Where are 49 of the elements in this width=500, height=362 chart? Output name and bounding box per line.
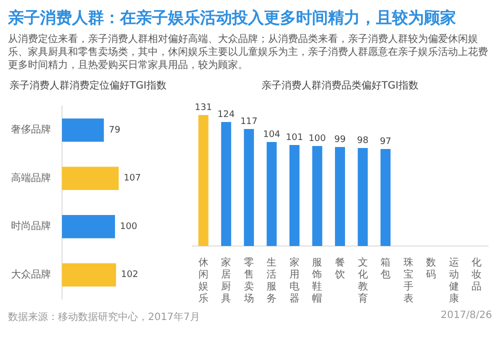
data-label: 99 [334, 134, 346, 145]
y-tick-label: 奢侈品牌 [11, 124, 51, 136]
data-label: 97 [380, 136, 392, 147]
x-tick-label: 运动健康 [448, 256, 459, 305]
chart-title: 亲子消费人群消费定位偏好TGI指数 [10, 80, 166, 92]
x-tick-label: 数码 [426, 258, 436, 281]
data-label: 104 [263, 130, 281, 140]
bar [358, 148, 368, 246]
bar [62, 118, 104, 142]
x-tick-label: 生活服务 [266, 256, 277, 305]
x-tick-label: 家居厨具 [221, 256, 232, 305]
data-label: 98 [357, 136, 369, 146]
data-label: 117 [240, 116, 258, 127]
x-tick-label: 餐饮 [334, 256, 345, 281]
y-tick-label: 高端品牌 [11, 172, 51, 184]
bar [62, 263, 116, 286]
x-tick-label: 零售卖场 [242, 258, 254, 305]
bar [198, 115, 208, 246]
data-label: 107 [124, 174, 141, 184]
x-tick-label: 文化教育 [358, 256, 368, 305]
x-tick-label: 化妆品 [472, 256, 482, 293]
data-label: 101 [286, 132, 304, 143]
x-tick-label: 珠宝手表 [403, 256, 414, 305]
bar [244, 129, 254, 246]
data-label: 100 [308, 134, 326, 144]
x-tick-label: 箱包 [380, 258, 391, 281]
x-tick-label: 休闲娱乐 [198, 258, 208, 305]
bar [312, 146, 322, 246]
data-label: 100 [120, 222, 138, 232]
text: 2017/8/26 [440, 310, 492, 323]
source-note: 数据来源：移动数据研究中心，2017年7月 [8, 310, 200, 324]
bar [334, 147, 346, 246]
bar [266, 142, 277, 246]
x-tick-label: 家用电器 [289, 256, 300, 305]
chart-title: 亲子消费人群消费品类偏好TGI指数 [262, 80, 418, 92]
text: 亲子消费人群：在亲子娱乐活动投入更多时间精力，且较为顾家 [8, 8, 457, 29]
data-label: 124 [218, 110, 236, 120]
data-label: 102 [121, 270, 138, 280]
y-tick-label: 时尚品牌 [11, 220, 51, 232]
text: 从消费定位来看，亲子消费人群相对偏好高端、大众品牌；从消费品类来看，亲子消费人群较为偏爱休闲娱乐、家具厨具和零售卖场类，其中，休闲娱乐主要以儿童娱乐为主，亲子消费人群愿意在亲子娱乐活动上花费更多时间精力，且热爱购买日常家具用品，较为顾家。 [8, 33, 489, 72]
bar [62, 166, 119, 190]
x-tick-label: 服饰鞋帽 [311, 258, 322, 305]
data-label: 79 [108, 125, 121, 136]
y-tick-label: 大众品牌 [11, 268, 51, 280]
bar [221, 122, 232, 246]
bar [289, 145, 300, 246]
data-label: 131 [194, 102, 212, 113]
bar [380, 149, 391, 246]
bar [62, 215, 115, 238]
